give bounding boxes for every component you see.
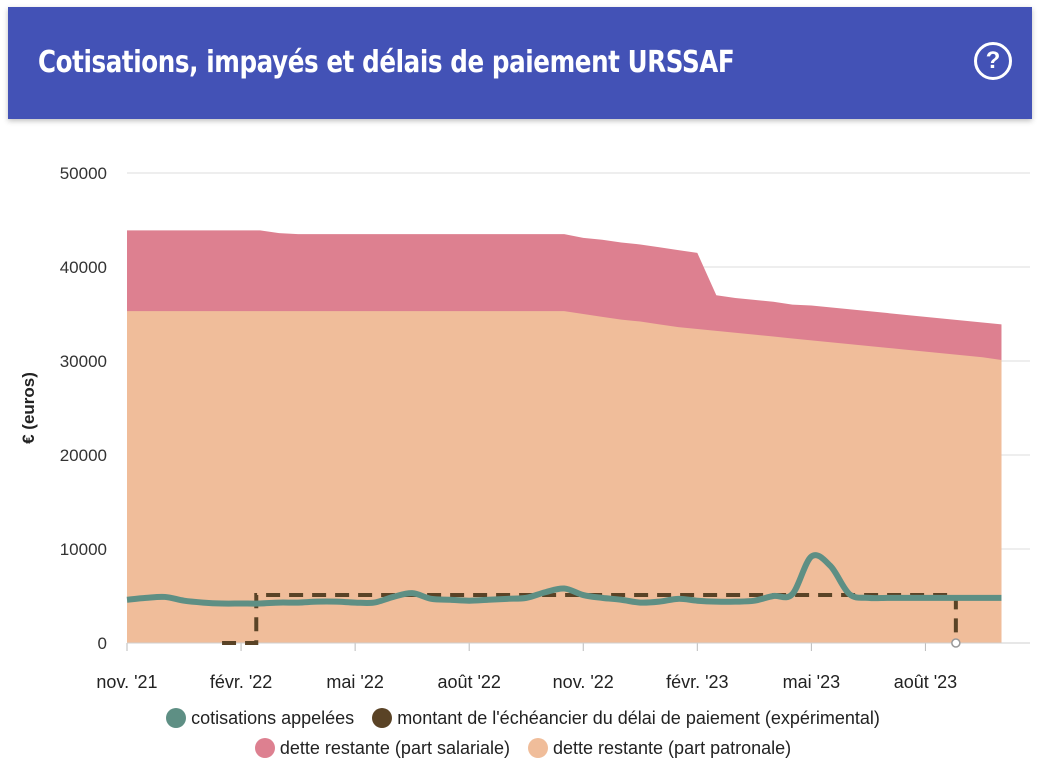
y-tick-label: 20000 — [60, 446, 107, 465]
legend: cotisations appelées montant de l'échéan… — [0, 703, 1046, 763]
legend-label-cotisations: cotisations appelées — [191, 707, 355, 728]
legend-dot-salariale — [254, 738, 275, 758]
x-tick-label: mai '22 — [326, 672, 383, 692]
chart: 0 10000 20000 30000 40000 50000 € (euros) nov. … — [19, 164, 1030, 692]
header-bar: Cotisations, impayés et délais de paieme… — [8, 7, 1032, 119]
end-point-marker — [951, 638, 961, 648]
legend-item-cotisations[interactable]: cotisations appelées — [166, 708, 354, 729]
x-tick-label: févr. '23 — [666, 672, 728, 692]
legend-label-echeancier: montant de l'échéancier du délai de paie… — [397, 707, 880, 728]
y-tick-label: 30000 — [60, 352, 107, 371]
legend-row-2: dette restante (part salariale) dette re… — [0, 733, 1046, 763]
legend-item-salariale[interactable]: dette restante (part salariale) — [254, 737, 510, 759]
legend-label-patronale: dette restante (part patronale) — [552, 737, 792, 758]
line-cotisations — [126, 552, 1002, 607]
area-dette-patronale — [127, 311, 1002, 643]
y-tick-label: 40000 — [60, 258, 107, 277]
legend-dot-echeancier — [372, 708, 393, 728]
help-icon[interactable]: ? — [974, 42, 1012, 80]
page-title: Cotisations, impayés et délais de paieme… — [38, 45, 735, 80]
x-tick-label: août '23 — [894, 672, 958, 692]
line-echeancier — [222, 593, 958, 645]
x-tick-label: mai '23 — [783, 672, 840, 692]
y-tick-label: 0 — [98, 634, 107, 653]
y-axis-label: € (euros) — [19, 372, 38, 444]
legend-dot-cotisations — [166, 708, 187, 728]
legend-dot-patronale — [527, 738, 548, 758]
legend-label-salariale: dette restante (part salariale) — [279, 737, 510, 758]
x-tick-label: nov. '22 — [553, 672, 614, 692]
x-tick-label: févr. '22 — [210, 672, 272, 692]
legend-item-patronale[interactable]: dette restante (part patronale) — [527, 737, 792, 759]
legend-row-1: cotisations appelées montant de l'échéan… — [0, 703, 1046, 733]
x-tick-label: nov. '21 — [96, 672, 157, 692]
legend-item-echeancier[interactable]: montant de l'échéancier du délai de paie… — [372, 708, 880, 729]
y-tick-label: 50000 — [60, 164, 107, 183]
y-tick-label: 10000 — [60, 540, 107, 559]
x-tick-label: août '22 — [437, 672, 501, 692]
